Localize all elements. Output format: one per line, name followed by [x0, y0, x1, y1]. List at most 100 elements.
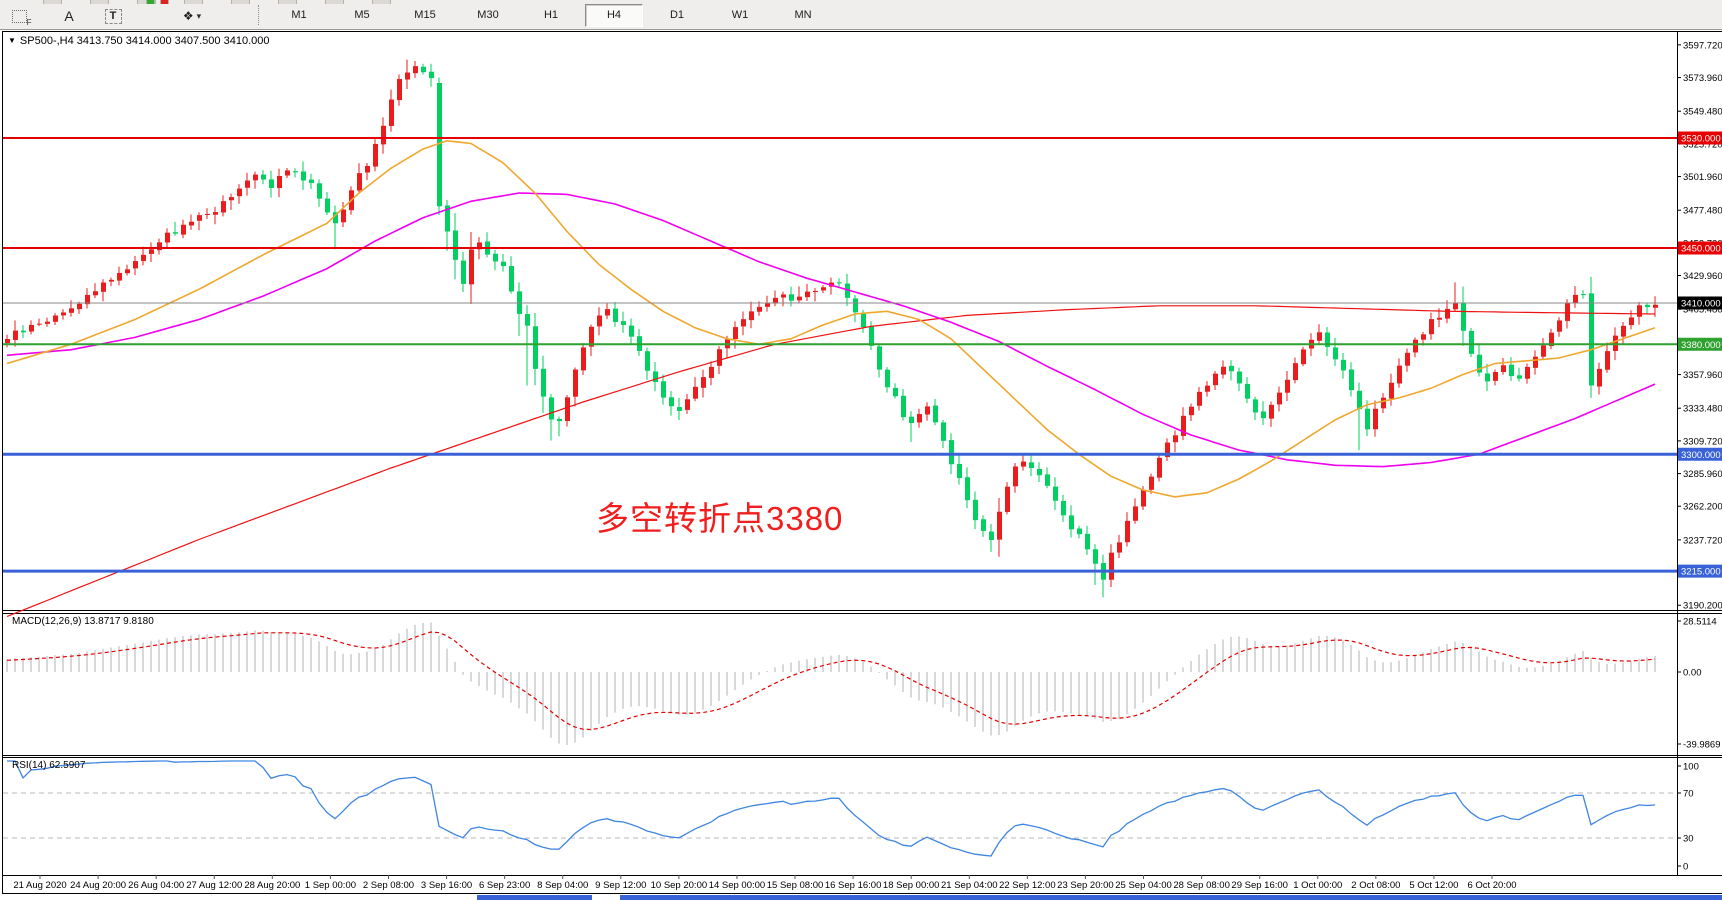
svg-text:6 Oct 20:00: 6 Oct 20:00 — [1467, 880, 1516, 891]
svg-text:3 Sep 16:00: 3 Sep 16:00 — [421, 880, 472, 891]
price-tag-3380: 3380.000 — [1678, 337, 1722, 351]
svg-text:3333.480: 3333.480 — [1683, 404, 1722, 415]
rsi-indicator-label: RSI(14) 62.5907 — [12, 760, 86, 771]
svg-text:3525.720: 3525.720 — [1683, 139, 1722, 150]
svg-text:2 Sep 08:00: 2 Sep 08:00 — [363, 880, 414, 891]
svg-text:28 Sep 08:00: 28 Sep 08:00 — [1173, 880, 1230, 891]
bottom-blue-segment — [477, 895, 592, 900]
bottom-blue-segment — [620, 895, 1722, 900]
svg-text:3450.000: 3450.000 — [1681, 244, 1721, 255]
text-label-icon: A — [64, 8, 74, 24]
svg-text:22 Sep 12:00: 22 Sep 12:00 — [999, 880, 1056, 891]
svg-text:25 Sep 04:00: 25 Sep 04:00 — [1115, 880, 1172, 891]
svg-text:5 Oct 12:00: 5 Oct 12:00 — [1409, 880, 1458, 891]
macd-indicator-label: MACD(12,26,9) 13.8717 9.8180 — [12, 616, 154, 627]
candles-layer — [5, 59, 1658, 598]
svg-text:0: 0 — [1683, 862, 1688, 873]
price-tag-3450: 3450.000 — [1678, 241, 1722, 255]
price-axis-ticks: 3597.720 3573.960 3549.480 3525.720 3501.960… — [1677, 40, 1722, 612]
svg-text:0.00: 0.00 — [1683, 668, 1702, 679]
clipped-button-fragment — [231, 0, 250, 4]
panel-borders — [2, 31, 1722, 894]
svg-text:28 Aug 20:00: 28 Aug 20:00 — [244, 880, 300, 891]
svg-text:3190.200: 3190.200 — [1683, 601, 1722, 612]
tf-button-MN[interactable]: MN — [794, 9, 812, 21]
svg-text:3309.720: 3309.720 — [1683, 436, 1722, 447]
macd-histogram — [6, 622, 1656, 745]
ma-fast-line — [6, 139, 1656, 498]
tf-button-W1[interactable]: W1 — [731, 9, 749, 21]
svg-text:3597.720: 3597.720 — [1683, 40, 1722, 51]
tf-button-H4[interactable]: H4 — [585, 4, 643, 27]
svg-text:3237.720: 3237.720 — [1683, 535, 1722, 546]
chevron-down-icon: ▾ — [196, 10, 202, 21]
tf-button-M30[interactable]: M30 — [477, 9, 499, 21]
svg-text:2 Oct 08:00: 2 Oct 08:00 — [1351, 880, 1400, 891]
tf-button-M1[interactable]: M1 — [291, 9, 307, 21]
price-tag-3410: 3410.000 — [1678, 296, 1722, 310]
svg-text:100: 100 — [1683, 762, 1699, 773]
svg-text:3262.200: 3262.200 — [1683, 502, 1722, 513]
title-dropdown-icon[interactable]: ▼ — [8, 36, 16, 45]
ma-mid-line — [6, 192, 1656, 468]
annotation-text[interactable]: 多空转折点3380 — [596, 500, 844, 537]
svg-text:21 Aug 2020: 21 Aug 2020 — [13, 880, 66, 891]
symbol-ohlc-text: SP500-,H4 3413.750 3414.000 3407.500 341… — [19, 35, 270, 47]
macd-axis: 28.5114 0.00 -39.9869 — [1677, 617, 1721, 751]
clipped-button-fragment — [184, 0, 203, 4]
svg-text:3285.960: 3285.960 — [1683, 469, 1722, 480]
svg-text:3215.000: 3215.000 — [1681, 567, 1721, 578]
svg-text:70: 70 — [1683, 789, 1694, 800]
svg-text:3477.480: 3477.480 — [1683, 206, 1722, 217]
svg-text:3530.000: 3530.000 — [1681, 134, 1721, 145]
text-box-icon: T — [104, 8, 122, 24]
svg-text:29 Sep 16:00: 29 Sep 16:00 — [1231, 880, 1288, 891]
clipped-button-fragment — [43, 0, 62, 4]
clipped-button-fragment — [372, 0, 391, 4]
clipped-button-fragment — [90, 0, 109, 4]
toolbar: F A T ❖ ▾ M1 M5 M15 M30 H1 H4 D1 W1 MN — [0, 0, 1722, 30]
svg-text:18 Sep 00:00: 18 Sep 00:00 — [883, 880, 940, 891]
macd-signal-line — [6, 631, 1656, 731]
svg-text:15 Sep 08:00: 15 Sep 08:00 — [767, 880, 824, 891]
svg-text:27 Aug 12:00: 27 Aug 12:00 — [186, 880, 242, 891]
tf-button-M15[interactable]: M15 — [414, 9, 436, 21]
svg-text:1 Sep 00:00: 1 Sep 00:00 — [305, 880, 356, 891]
svg-text:26 Aug 04:00: 26 Aug 04:00 — [128, 880, 184, 891]
svg-text:3549.480: 3549.480 — [1683, 107, 1722, 118]
svg-text:3380.000: 3380.000 — [1681, 340, 1721, 351]
clipped-button-fragment — [146, 0, 155, 4]
svg-text:3429.960: 3429.960 — [1683, 271, 1722, 282]
svg-text:28.5114: 28.5114 — [1683, 617, 1717, 628]
svg-text:14 Sep 00:00: 14 Sep 00:00 — [709, 880, 766, 891]
svg-text:30: 30 — [1683, 834, 1694, 845]
clipped-button-fragment — [325, 0, 344, 4]
svg-text:10 Sep 20:00: 10 Sep 20:00 — [651, 880, 708, 891]
draw-objects-button[interactable]: ❖ ▾ — [172, 6, 212, 26]
grid-tool-button[interactable]: F — [6, 6, 32, 27]
price-tag-3300: 3300.000 — [1678, 447, 1722, 461]
svg-text:6 Sep 23:00: 6 Sep 23:00 — [479, 880, 530, 891]
clipped-button-fragment — [160, 0, 169, 4]
tf-button-H1[interactable]: H1 — [543, 9, 559, 21]
svg-text:3357.960: 3357.960 — [1683, 370, 1722, 381]
text-label-tool-button[interactable]: A — [56, 6, 82, 26]
tf-button-D1[interactable]: D1 — [669, 9, 685, 21]
time-axis-labels: 21 Aug 2020 24 Aug 20:00 26 Aug 04:00 27 Au… — [13, 875, 1517, 891]
svg-text:23 Sep 20:00: 23 Sep 20:00 — [1057, 880, 1114, 891]
ma-slow-line — [6, 305, 1656, 618]
text-box-tool-button[interactable]: T — [100, 6, 126, 26]
svg-text:24 Aug 20:00: 24 Aug 20:00 — [70, 880, 126, 891]
rsi-line — [7, 760, 1656, 857]
svg-text:3573.960: 3573.960 — [1683, 73, 1722, 84]
svg-text:16 Sep 16:00: 16 Sep 16:00 — [825, 880, 882, 891]
svg-text:3300.000: 3300.000 — [1681, 450, 1721, 461]
tf-button-M5[interactable]: M5 — [354, 9, 370, 21]
svg-text:8 Sep 04:00: 8 Sep 04:00 — [537, 880, 588, 891]
grid-icon: F — [11, 9, 32, 27]
svg-text:-39.9869: -39.9869 — [1683, 740, 1721, 751]
svg-text:21 Sep 04:00: 21 Sep 04:00 — [941, 880, 998, 891]
clipped-button-fragment — [278, 0, 297, 4]
